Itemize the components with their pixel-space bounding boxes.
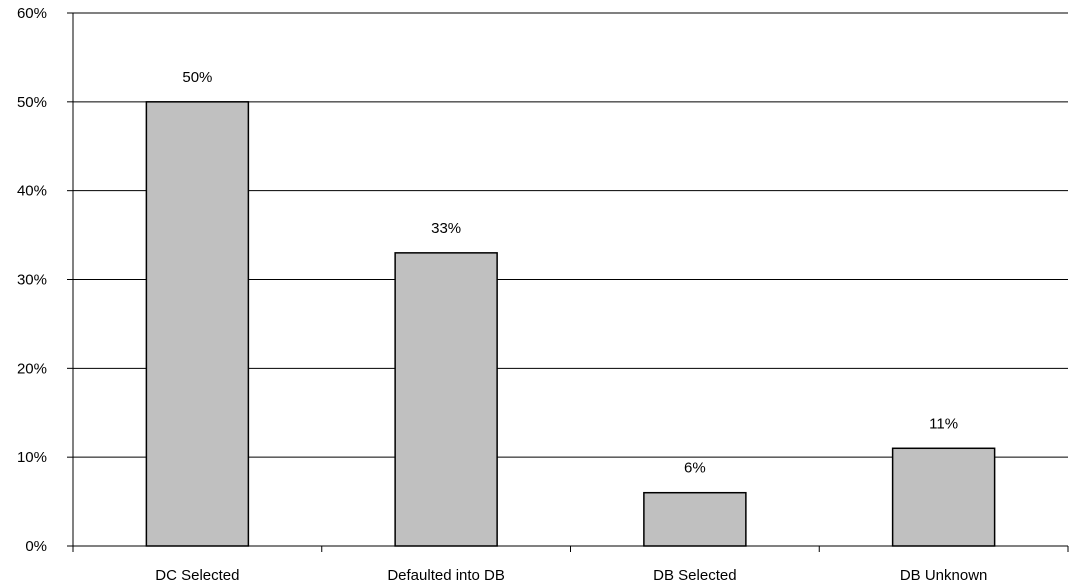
bar-db-selected (643, 491, 747, 547)
y-tick-label: 60% (17, 5, 47, 22)
labels: 0% 10% 20% 30% 40% 50% 60% 50% DC Selected 33% Def… (17, 5, 987, 584)
axes (67, 12, 1069, 552)
x-category-label: DC Selected (155, 567, 239, 584)
bar-defaulted-into-db (394, 252, 498, 547)
data-label: 50% (182, 69, 212, 86)
bar-dc-selected (145, 101, 250, 547)
data-label: 11% (929, 415, 958, 432)
y-tick-label: 0% (25, 538, 47, 555)
data-label: 6% (684, 460, 706, 477)
x-category-label: DB Selected (653, 567, 736, 584)
y-tick-label: 40% (17, 183, 47, 200)
bar-db-unknown (891, 447, 996, 547)
bars (145, 101, 996, 547)
data-label: 33% (431, 220, 461, 237)
x-category-label: DB Unknown (900, 567, 988, 584)
y-tick-label: 50% (17, 94, 47, 111)
y-tick-label: 20% (17, 360, 47, 377)
y-tick-label: 30% (17, 272, 47, 289)
x-category-label: Defaulted into DB (387, 567, 505, 584)
y-tick-label: 10% (17, 449, 47, 466)
